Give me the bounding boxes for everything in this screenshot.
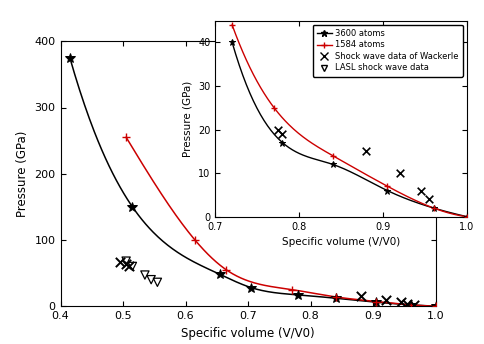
Point [357, 293, 364, 299]
Point [129, 264, 136, 269]
X-axis label: Specific volume (V/V0): Specific volume (V/V0) [181, 326, 315, 340]
Point [125, 264, 133, 269]
Point [363, 149, 370, 154]
Point [396, 170, 404, 176]
Point [382, 297, 390, 302]
Y-axis label: Pressure (GPa): Pressure (GPa) [16, 130, 29, 217]
Point [116, 259, 124, 265]
Point [141, 272, 149, 278]
Point [425, 196, 433, 202]
Point [153, 280, 161, 285]
X-axis label: Specific volume (V/V0): Specific volume (V/V0) [282, 237, 400, 247]
Legend: 3600 atoms, 1584 atoms, Shock wave data of Wackerle, LASL shock wave data: 3600 atoms, 1584 atoms, Shock wave data … [313, 25, 463, 77]
Point [417, 188, 425, 193]
Point [397, 299, 405, 305]
Point [404, 301, 411, 306]
Point [410, 302, 418, 308]
Point [279, 131, 287, 137]
Y-axis label: Pressure (GPa): Pressure (GPa) [182, 80, 193, 157]
Point [147, 277, 155, 282]
Point [122, 258, 130, 264]
Point [122, 262, 130, 267]
Point [274, 127, 282, 132]
